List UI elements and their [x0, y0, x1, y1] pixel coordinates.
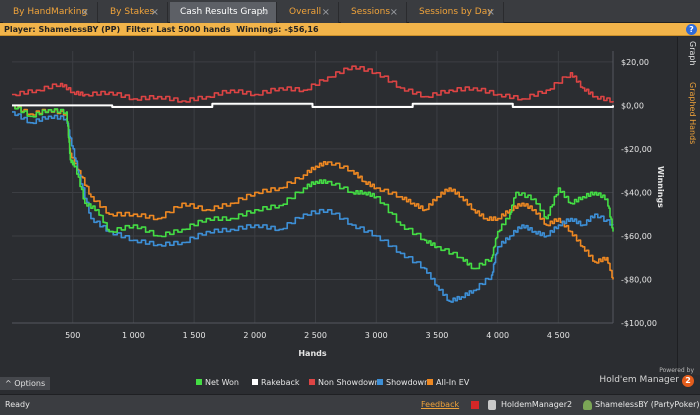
series-line-all-in-ev — [12, 104, 614, 280]
tab-label: Sessions — [351, 7, 391, 17]
x-tick-label: 2 500 — [304, 331, 327, 340]
y-tick-label: $20,00 — [621, 58, 649, 67]
tab-label: Cash Results Graph — [180, 7, 269, 17]
close-icon[interactable]: × — [389, 7, 398, 18]
x-tick-label: 1 000 — [122, 331, 145, 340]
tab-label: Overall — [289, 7, 322, 17]
legend-label: All-In EV — [436, 378, 470, 387]
x-tick-label: 500 — [65, 331, 80, 340]
options-bar: ^ Options Net Won Rakeback Non Showdown Sho… — [0, 375, 677, 390]
x-tick-label: 2 000 — [243, 331, 266, 340]
close-icon[interactable]: × — [150, 7, 159, 18]
tab-label: Sessions by Day — [419, 7, 493, 17]
y-tick-label: -$20,00 — [621, 145, 652, 154]
winnings-label: Winnings: — [236, 25, 282, 34]
active-player[interactable]: ShamelessBY (PartyPoker) — [595, 400, 700, 409]
legend-swatch — [196, 379, 202, 385]
side-tab-graph[interactable]: Graph — [688, 41, 697, 66]
legend-label: Non Showdown — [318, 378, 380, 387]
flag-icon[interactable] — [471, 401, 479, 409]
x-tick-label: 4 500 — [547, 331, 570, 340]
database-icon — [488, 400, 496, 410]
legend-item[interactable]: All-In EV — [427, 377, 469, 389]
series-line-non-showdown — [12, 65, 614, 103]
close-icon[interactable]: × — [80, 7, 89, 18]
hm2-badge-icon: 2 — [682, 375, 694, 387]
tab-by-handmarking[interactable]: By HandMarking × — [3, 2, 98, 23]
tab-overall[interactable]: Overall × — [279, 2, 339, 23]
tab-label: By Stakes — [110, 7, 155, 17]
legend-item[interactable]: Net Won — [196, 377, 239, 389]
database-name[interactable]: HoldemManager2 — [501, 400, 573, 409]
y-tick-label: -$100,00 — [621, 319, 657, 328]
tab-sessions[interactable]: Sessions × — [341, 2, 407, 23]
feedback-link[interactable]: Feedback — [421, 400, 460, 409]
x-axis-label: Hands — [298, 349, 327, 358]
tab-cash-results-graph[interactable]: Cash Results Graph × — [170, 2, 277, 23]
powered-by-logo: Powered by Hold'em Manager 2 — [599, 367, 694, 387]
tab-sessions-by-day[interactable]: Sessions by Day × — [409, 2, 504, 23]
y-tick-label: -$80,00 — [621, 275, 652, 284]
legend-item[interactable]: Showdown — [377, 377, 429, 389]
player-value: ShamelessBY (PP) — [38, 25, 121, 34]
side-tab-strip: Graph Graphed Hands — [677, 37, 700, 375]
series-line-showdown — [12, 111, 614, 303]
powered-by-text: Powered by — [659, 367, 694, 374]
legend-label: Rakeback — [261, 378, 300, 387]
plot-area — [12, 51, 613, 323]
y-tick-label: -$40,00 — [621, 188, 652, 197]
options-button[interactable]: ^ Options — [0, 377, 50, 390]
y-tick-label: -$60,00 — [621, 232, 652, 241]
x-tick-label: 1 500 — [183, 331, 206, 340]
legend-swatch — [252, 379, 258, 385]
side-tab-graphed-hands[interactable]: Graphed Hands — [688, 82, 697, 145]
x-tick-label: 3 500 — [425, 331, 448, 340]
legend-swatch — [377, 379, 383, 385]
chevron-up-icon: ^ — [5, 379, 12, 388]
legend-item[interactable]: Non Showdown — [309, 377, 380, 389]
legend-label: Showdown — [386, 378, 430, 387]
legend-swatch — [309, 379, 315, 385]
series-line-rakeback — [12, 102, 614, 108]
close-icon[interactable]: × — [321, 7, 330, 18]
tab-label: By HandMarking — [13, 7, 88, 17]
filter-value: Last 5000 hands — [156, 25, 231, 34]
close-icon[interactable]: × — [486, 7, 495, 18]
chart-svg: 500 1 000 1 500 2 000 2 500 3 000 3 500 4 000 4 … — [12, 51, 665, 358]
results-graph: 500 1 000 1 500 2 000 2 500 3 000 3 500 4 000 4 … — [0, 37, 677, 375]
y-tick-label: $0,00 — [621, 101, 644, 110]
x-tick-label: 3 000 — [365, 331, 388, 340]
tab-bar: By HandMarking × By Stakes × Cash Results … — [0, 0, 700, 23]
series-line-net-won — [12, 104, 614, 270]
options-label: Options — [14, 379, 46, 388]
user-icon — [583, 400, 592, 410]
x-tick-label: 4 000 — [486, 331, 509, 340]
legend-item[interactable]: Rakeback — [252, 377, 300, 389]
status-ready: Ready — [5, 400, 30, 409]
close-icon[interactable]: × — [259, 7, 268, 18]
filter-info-bar: Player: ShamelessBY (PP) Filter: Last 5000… — [0, 23, 700, 36]
legend-label: Net Won — [205, 378, 239, 387]
y-axis-label: Winnings — [656, 166, 665, 208]
filter-label: Filter: — [125, 25, 154, 34]
winnings-value: -$56,16 — [284, 25, 319, 34]
player-label: Player: — [4, 25, 36, 34]
status-bar: Ready Feedback HoldemManager2 ShamelessB… — [0, 394, 700, 415]
tab-by-stakes[interactable]: By Stakes × — [100, 2, 168, 23]
hm2-logo-text: Hold'em Manager — [599, 375, 679, 385]
help-icon[interactable]: ? — [686, 24, 697, 35]
legend-swatch — [427, 379, 433, 385]
